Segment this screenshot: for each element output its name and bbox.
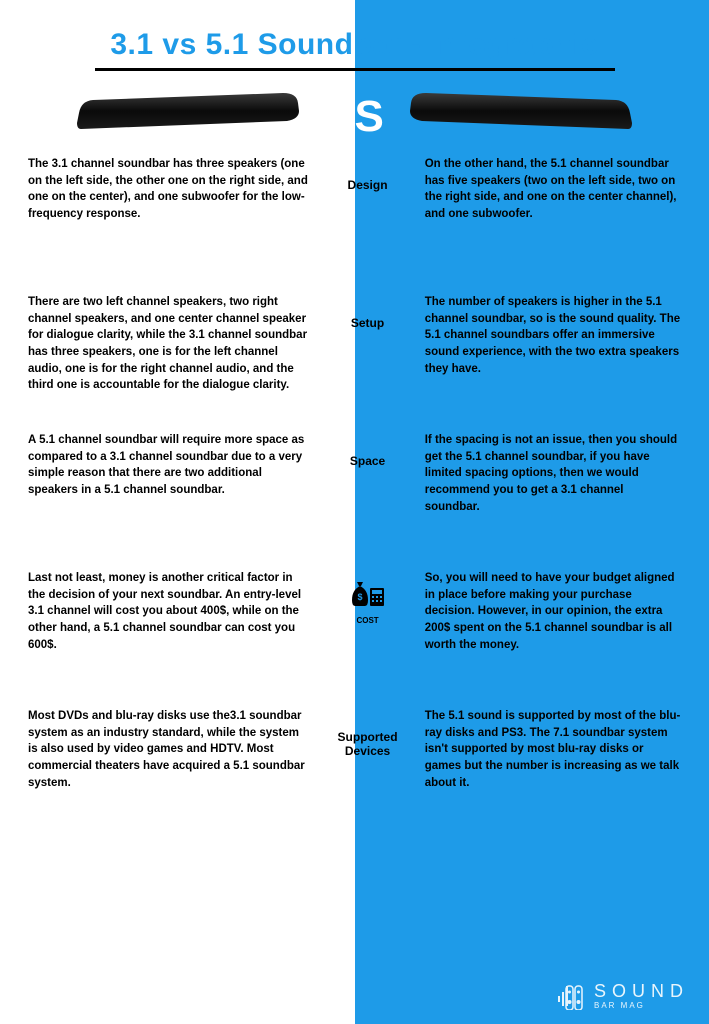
design-right-text: On the other hand, the 5.1 channel sound… xyxy=(407,156,681,223)
devices-label: Supported Devices xyxy=(328,708,406,758)
soundbar-icon xyxy=(73,89,303,144)
logo-sub-text: BAR MAG xyxy=(594,1002,689,1009)
setup-label: Setup xyxy=(328,294,406,330)
comparison-rows: The 3.1 channel soundbar has three speak… xyxy=(0,156,709,818)
title-underline xyxy=(95,68,615,71)
setup-left-text: There are two left channel speakers, two… xyxy=(28,294,328,394)
cost-label: $ COST xyxy=(328,570,406,626)
cost-left-text: Last not least, money is another critica… xyxy=(28,570,328,653)
soundbar-logo-icon xyxy=(556,982,586,1010)
brand-logo: SOUND BAR MAG xyxy=(556,982,689,1010)
space-label: Space xyxy=(328,432,406,468)
row-devices: Most DVDs and blu-ray disks use the3.1 s… xyxy=(0,708,709,818)
row-setup: There are two left channel speakers, two… xyxy=(0,294,709,404)
hero-row: VS xyxy=(0,89,709,144)
cost-label-text: COST xyxy=(356,616,378,625)
page-title: 3.1 vs 5.1 Soundbar - Infographic xyxy=(0,0,709,62)
money-bag-icon: $ xyxy=(351,578,385,608)
design-left-text: The 3.1 channel soundbar has three speak… xyxy=(28,156,328,223)
logo-text: SOUND BAR MAG xyxy=(594,983,689,1008)
space-right-text: If the spacing is not an issue, then you… xyxy=(407,432,681,515)
row-design: The 3.1 channel soundbar has three speak… xyxy=(0,156,709,266)
vs-label: VS xyxy=(323,92,386,142)
space-left-text: A 5.1 channel soundbar will require more… xyxy=(28,432,328,499)
row-space: A 5.1 channel soundbar will require more… xyxy=(0,432,709,542)
devices-right-text: The 5.1 sound is supported by most of th… xyxy=(407,708,681,791)
soundbar-left-image xyxy=(73,89,303,144)
setup-right-text: The number of speakers is higher in the … xyxy=(407,294,681,377)
cost-right-text: So, you will need to have your budget al… xyxy=(407,570,681,653)
soundbar-right-image xyxy=(406,89,636,144)
soundbar-icon xyxy=(406,89,636,144)
devices-left-text: Most DVDs and blu-ray disks use the3.1 s… xyxy=(28,708,328,791)
logo-main-text: SOUND xyxy=(594,983,689,999)
design-label: Design xyxy=(328,156,406,192)
row-cost: Last not least, money is another critica… xyxy=(0,570,709,680)
svg-text:$: $ xyxy=(357,592,362,602)
content-wrapper: 3.1 vs 5.1 Soundbar - Infographic VS xyxy=(0,0,709,1024)
